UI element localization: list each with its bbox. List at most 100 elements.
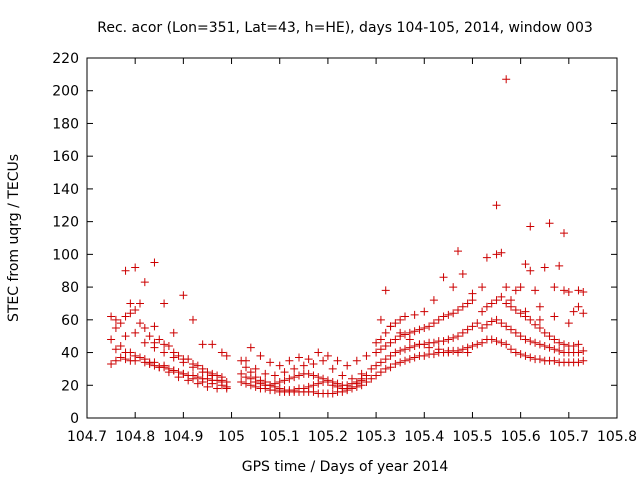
data-point [410, 353, 419, 362]
data-point [246, 374, 255, 383]
data-point [107, 335, 116, 344]
data-point [155, 335, 164, 344]
data-point [574, 302, 583, 311]
x-tick-label: 105.8 [597, 429, 637, 445]
y-tick-label: 180 [52, 116, 79, 132]
data-point [367, 364, 376, 373]
data-point [309, 371, 318, 380]
data-point [574, 348, 583, 357]
data-point [526, 337, 535, 346]
data-point [478, 307, 487, 316]
data-point [401, 330, 409, 339]
data-point [545, 332, 554, 341]
data-point [314, 348, 323, 357]
data-point [237, 378, 246, 386]
x-tick-label: 105.2 [308, 429, 348, 445]
x-tick-label: 105.4 [404, 429, 444, 445]
data-point [511, 348, 520, 357]
data-point [203, 382, 212, 391]
data-point [502, 299, 511, 308]
data-point [502, 340, 511, 349]
data-point [213, 384, 222, 393]
y-tick-label: 120 [52, 215, 79, 231]
data-point [526, 353, 535, 362]
data-point [545, 343, 554, 352]
data-point [251, 378, 260, 386]
data-point [217, 376, 226, 385]
data-point [463, 348, 472, 357]
data-point [531, 286, 540, 295]
data-point [189, 363, 197, 372]
data-point [535, 355, 544, 364]
data-point [323, 351, 332, 360]
data-point [372, 338, 381, 347]
data-point [454, 247, 462, 256]
data-point [309, 360, 318, 368]
chart-title: Rec. acor (Lon=351, Lat=43, h=HE), days … [97, 20, 593, 36]
data-point [357, 369, 366, 378]
data-point [444, 346, 453, 355]
y-axis-ticks: 0 20 40 60 80 100 120 140 160 180 200 220 [52, 51, 617, 427]
data-point [386, 322, 395, 331]
data-point [164, 368, 173, 377]
data-point [150, 322, 159, 331]
data-point [111, 356, 120, 365]
data-point [179, 291, 188, 300]
data-point [507, 325, 515, 334]
data-point [323, 378, 332, 386]
data-point [550, 345, 559, 354]
x-axis-ticks: 104.7 104.8 104.9 105 105.1 105.2 105.3 105.4 10… [67, 58, 637, 445]
data-point [405, 343, 414, 352]
data-point [444, 335, 453, 344]
data-point [222, 384, 231, 393]
data-point [550, 356, 559, 365]
data-point [516, 350, 525, 359]
data-point [116, 319, 125, 328]
data-point [121, 266, 130, 275]
x-tick-label: 105.5 [452, 429, 492, 445]
data-point [198, 368, 207, 377]
data-point [497, 338, 506, 347]
y-axis-label: STEC from uqrg / TECUs [6, 154, 22, 322]
data-point [540, 263, 549, 272]
data-point [531, 320, 540, 329]
data-point [564, 319, 573, 328]
data-point [328, 364, 337, 373]
data-point [463, 325, 472, 334]
data-point [454, 348, 462, 357]
data-point [574, 340, 583, 349]
data-point [487, 335, 496, 344]
data-point [189, 315, 197, 324]
data-point [372, 348, 381, 357]
data-point [444, 310, 453, 319]
data-point [396, 315, 405, 324]
data-point [492, 315, 501, 324]
data-point [386, 338, 395, 347]
data-point [145, 332, 154, 341]
data-point [468, 289, 477, 298]
y-tick-label: 140 [52, 182, 79, 198]
data-point [338, 371, 347, 380]
data-point [217, 348, 226, 357]
data-point [367, 374, 376, 383]
data-point [550, 283, 559, 292]
data-point [511, 286, 520, 295]
data-point [126, 299, 135, 308]
data-point [256, 379, 265, 388]
data-point [555, 338, 564, 347]
data-point [560, 340, 568, 349]
x-axis-label: GPS time / Days of year 2014 [242, 459, 449, 475]
data-point [497, 248, 506, 257]
data-point [111, 324, 120, 332]
data-point [521, 307, 530, 316]
data-point [285, 356, 294, 365]
data-point [396, 346, 405, 355]
data-point [352, 356, 361, 365]
data-point [535, 340, 544, 349]
y-tick-label: 220 [52, 51, 79, 67]
data-point [333, 356, 342, 365]
data-point [174, 351, 183, 360]
data-point [560, 286, 568, 295]
data-point [555, 261, 564, 270]
